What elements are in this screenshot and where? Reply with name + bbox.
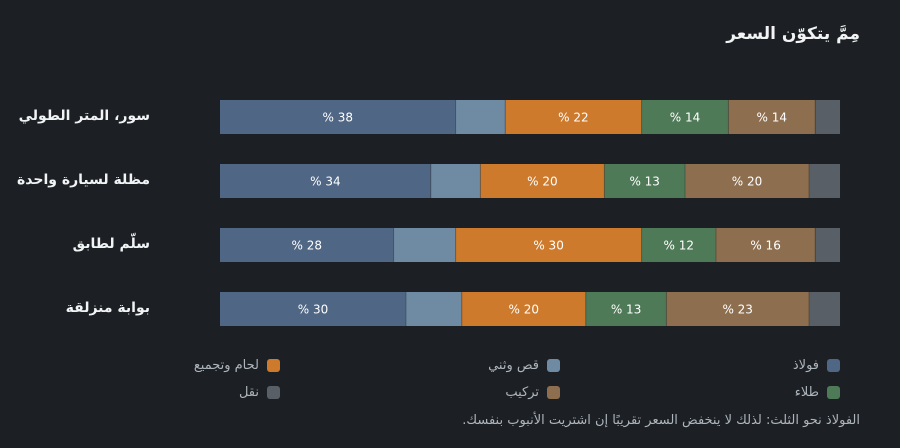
bar-segment <box>220 292 406 326</box>
bar-segment <box>393 228 456 262</box>
legend-item: تركيب <box>505 385 560 400</box>
bar-segment <box>604 164 685 198</box>
legend-item: لحام وتجميع <box>194 358 280 373</box>
data-label: % 13 <box>629 175 660 189</box>
data-label: % 13 <box>611 303 642 317</box>
legend-swatch <box>827 359 840 372</box>
chart-footnote: الفولاذ نحو الثلث: لذلك لا ينخفض السعر ت… <box>462 413 860 428</box>
legend-item: طلاء <box>795 385 840 400</box>
legend-swatch <box>547 359 560 372</box>
legend-swatch <box>267 359 280 372</box>
bar-segment <box>480 164 605 198</box>
category-label: سلّم لطابق <box>72 236 150 252</box>
bar-segment <box>455 100 506 134</box>
legend-label: تركيب <box>505 385 539 400</box>
category-label: مظلة لسيارة واحدة <box>17 172 150 188</box>
bar-segment <box>220 100 456 134</box>
data-label: % 20 <box>732 175 763 189</box>
bar-segment <box>809 292 840 326</box>
legend-swatch <box>547 386 560 399</box>
data-label: % 14 <box>757 111 788 125</box>
bar-segment <box>809 164 840 198</box>
bar-segment <box>505 100 642 134</box>
bar-segment <box>728 100 816 134</box>
bar-segment <box>220 228 394 262</box>
chart-title: مِمَّ يتكوّن السعر <box>726 24 860 44</box>
bar-segment <box>815 100 840 134</box>
legend-label: طلاء <box>794 385 819 400</box>
bar-segment <box>220 164 431 198</box>
data-label: % 34 <box>310 175 341 189</box>
bar-segment <box>716 228 816 262</box>
category-label: بوابة منزلقة <box>65 300 150 316</box>
bar-segment <box>585 292 667 326</box>
data-label: % 22 <box>558 111 589 125</box>
bar-segment <box>641 228 716 262</box>
legend-item: فولاذ <box>793 358 840 373</box>
category-label: سور، المتر الطولي <box>18 108 150 124</box>
data-label: % 20 <box>509 303 540 317</box>
data-label: % 20 <box>527 175 558 189</box>
bar-segment <box>406 292 462 326</box>
legend-label: قص وثني <box>488 358 539 373</box>
data-label: % 23 <box>722 303 753 317</box>
bar-segment <box>815 228 840 262</box>
legend-label: فولاذ <box>792 358 819 373</box>
bar-segment <box>641 100 729 134</box>
legend-swatch <box>827 386 840 399</box>
bar-segment <box>666 292 809 326</box>
bar-segment <box>455 228 642 262</box>
bar-segment <box>685 164 809 198</box>
legend-item: نقل <box>239 385 280 400</box>
bar-segment <box>430 164 481 198</box>
legend-label: لحام وتجميع <box>193 358 259 373</box>
legend-item: قص وثني <box>488 358 560 373</box>
bar-segment <box>461 292 586 326</box>
legend-label: نقل <box>238 385 259 400</box>
data-label: % 28 <box>292 239 323 253</box>
data-label: % 30 <box>298 303 329 317</box>
chart-legend: فولاذ قص وثني لحام وتجميع طلاء تركيب نقل <box>0 358 900 408</box>
stacked-bar-chart: % 38 % 22 % 14 % 14 % 34 % 20 % 13 % 20 % 28 % 30… <box>220 100 840 326</box>
data-label: % 12 <box>664 239 695 253</box>
data-label: % 16 <box>750 239 781 253</box>
data-label: % 38 <box>323 111 354 125</box>
legend-swatch <box>267 386 280 399</box>
data-label: % 14 <box>670 111 701 125</box>
data-label: % 30 <box>533 239 564 253</box>
